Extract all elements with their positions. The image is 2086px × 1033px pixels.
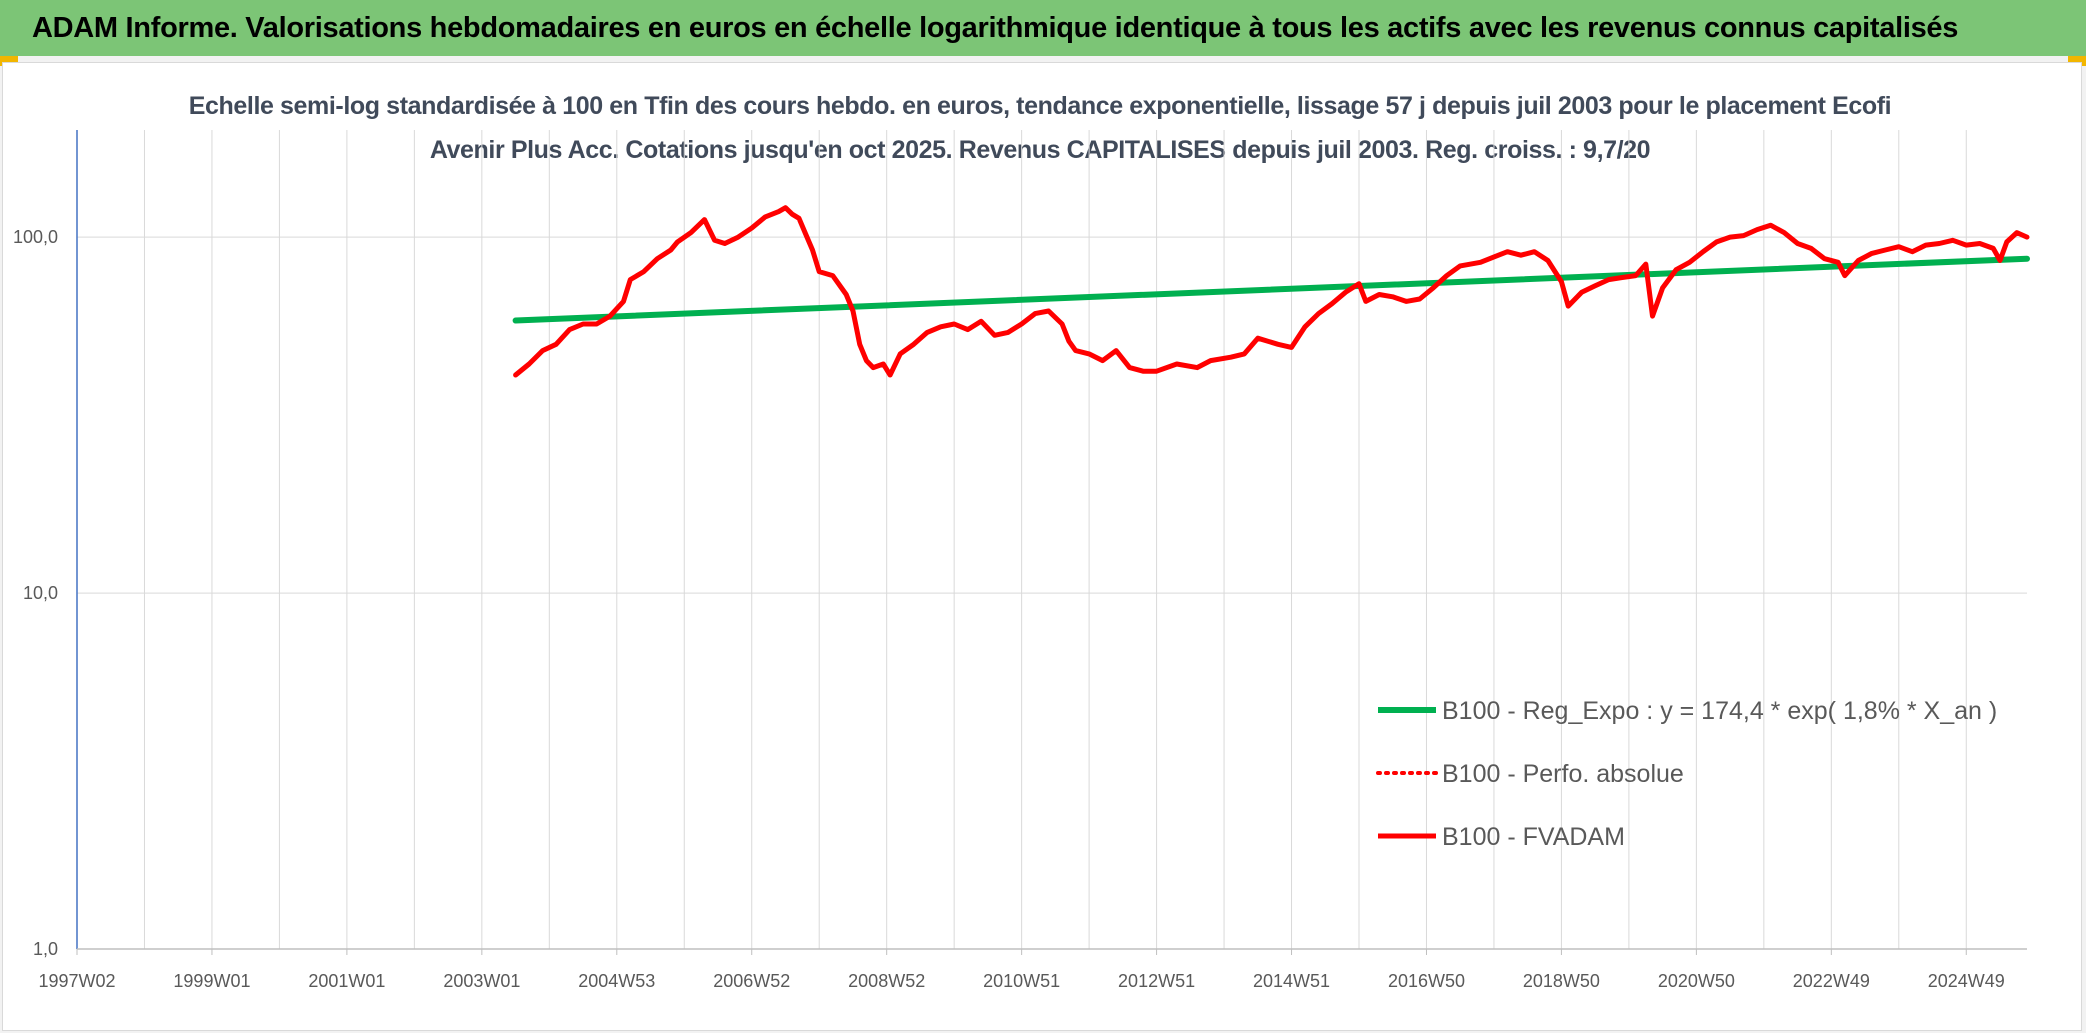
series-line-solid [513, 205, 2030, 378]
x-tick-label: 2006W52 [713, 971, 790, 991]
legend-label-dotted: B100 - Perfo. absolue [1442, 760, 1684, 788]
x-tick-label: 2016W50 [1388, 971, 1465, 991]
x-tick-label: 1999W01 [173, 971, 250, 991]
x-tick-label: 2010W51 [983, 971, 1060, 991]
x-tick-label: 2008W52 [848, 971, 925, 991]
axes: 1,0 10,0 100,0 1997W02 1999W01 2001W01 2003W01… [13, 130, 2027, 991]
x-tick-label: 2003W01 [443, 971, 520, 991]
x-tick-label: 2014W51 [1253, 971, 1330, 991]
corner-marker-left [0, 56, 18, 66]
report-banner: ADAM Informe. Valorisations hebdomadaire… [0, 0, 2086, 56]
chart-area [2, 62, 2082, 1031]
series-layer [512, 205, 2030, 378]
x-tick-label: 2022W49 [1793, 971, 1870, 991]
y-tick-label: 100,0 [13, 227, 58, 247]
x-tick-label: 2001W01 [308, 971, 385, 991]
x-tick-label: 2018W50 [1523, 971, 1600, 991]
y-tick-label: 1,0 [33, 939, 58, 959]
chart-title: Echelle semi-log standardisée à 100 en T… [188, 92, 1892, 164]
gridlines [77, 130, 2027, 950]
corner-marker-right [2068, 56, 2086, 66]
x-tick-label: 2020W50 [1658, 971, 1735, 991]
y-tick-label: 10,0 [23, 583, 58, 603]
legend-label-solid: B100 - FVADAM [1442, 823, 1625, 851]
legend-label-trend: B100 - Reg_Expo : y = 174,4 * exp( 1,8% … [1442, 697, 1997, 725]
series-line-trend [512, 255, 2030, 324]
x-tick-label: 1997W02 [38, 971, 115, 991]
x-tick-label: 2024W49 [1928, 971, 2005, 991]
x-tick-label: 2012W51 [1118, 971, 1195, 991]
x-tick-label: 2004W53 [578, 971, 655, 991]
legend: B100 - Reg_Expo : y = 174,4 * exp( 1,8% … [1376, 697, 1997, 851]
